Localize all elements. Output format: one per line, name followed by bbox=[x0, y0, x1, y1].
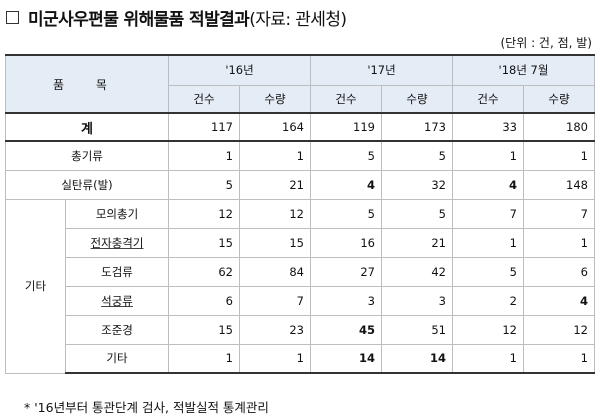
header-row-periods: 품 목 '16년 '17년 '18년 7월 bbox=[5, 54, 595, 114]
total-label: 계 bbox=[5, 112, 169, 142]
table-cell: 21 bbox=[381, 227, 453, 258]
header-quantity: 수량 bbox=[523, 84, 595, 114]
table-cell: 119 bbox=[310, 112, 382, 142]
table-cell: 7 bbox=[523, 198, 595, 229]
row-label: 모의총기 bbox=[65, 198, 169, 229]
table-cell: 148 bbox=[523, 169, 595, 200]
table-cell: 12 bbox=[523, 314, 595, 345]
row-label: 기타 bbox=[65, 343, 169, 374]
table-cell: 1 bbox=[168, 343, 240, 374]
table-cell: 1 bbox=[452, 227, 524, 258]
table-cell: 1 bbox=[523, 227, 595, 258]
table-cell: 16 bbox=[310, 227, 382, 258]
table-cell: 14 bbox=[381, 343, 453, 374]
header-period-2017: '17년 bbox=[310, 54, 453, 86]
total-row: 계 117 164 119 173 33 180 bbox=[5, 112, 595, 142]
table-cell: 1 bbox=[239, 343, 311, 374]
table-cell: 12 bbox=[239, 198, 311, 229]
table-cell: 12 bbox=[168, 198, 240, 229]
table-cell: 7 bbox=[239, 285, 311, 316]
row-label: 석궁류 bbox=[65, 285, 169, 316]
table-cell: 4 bbox=[452, 169, 524, 200]
table-cell: 23 bbox=[239, 314, 311, 345]
unit-label: (단위 : 건, 점, 발) bbox=[500, 36, 593, 50]
table-cell: 15 bbox=[239, 227, 311, 258]
header-row-measures: 건수 수량 건수 수량 건수 수량 bbox=[6, 84, 595, 114]
table-cell: 3 bbox=[310, 285, 382, 316]
table-row: 전자충격기 15 15 16 21 1 1 bbox=[6, 227, 595, 258]
table-cell: 4 bbox=[523, 285, 595, 316]
table-cell: 5 bbox=[381, 140, 453, 171]
header-cases: 건수 bbox=[452, 84, 524, 114]
table-cell: 164 bbox=[239, 112, 311, 142]
table-cell: 1 bbox=[452, 343, 524, 374]
table-cell: 5 bbox=[381, 198, 453, 229]
table-cell: 5 bbox=[310, 198, 382, 229]
table-cell: 1 bbox=[239, 140, 311, 171]
table-cell: 15 bbox=[168, 227, 240, 258]
table-cell: 14 bbox=[310, 343, 382, 374]
table-cell: 33 bbox=[452, 112, 524, 142]
table-cell: 15 bbox=[168, 314, 240, 345]
header-period-2016: '16년 bbox=[168, 54, 311, 86]
table-cell: 5 bbox=[452, 256, 524, 287]
row-label: 실탄류(발) bbox=[5, 169, 169, 200]
seizure-table: 품 목 '16년 '17년 '18년 7월 건수 수량 건수 수량 건수 수량 … bbox=[5, 54, 595, 374]
header-cases: 건수 bbox=[310, 84, 382, 114]
table-cell: 1 bbox=[523, 343, 595, 374]
table-row: 총기류 1 1 5 5 1 1 bbox=[5, 140, 595, 171]
row-label: 도검류 bbox=[65, 256, 169, 287]
table-cell: 21 bbox=[239, 169, 311, 200]
table-cell: 1 bbox=[168, 140, 240, 171]
table-cell: 51 bbox=[381, 314, 453, 345]
header-quantity: 수량 bbox=[239, 84, 311, 114]
header-period-2018: '18년 7월 bbox=[452, 54, 595, 86]
row-label: 전자충격기 bbox=[65, 227, 169, 258]
footnote: * '16년부터 통관단계 검사, 적발실적 통계관리 bbox=[24, 400, 269, 415]
title-source: (자료: 관세청) bbox=[249, 9, 347, 30]
table-row: 도검류 62 84 27 42 5 6 bbox=[6, 256, 595, 287]
category-other-label: 기타 bbox=[5, 198, 66, 374]
table-row: 석궁류 6 7 3 3 2 4 bbox=[6, 285, 595, 316]
table-cell: 5 bbox=[168, 169, 240, 200]
table-cell: 1 bbox=[452, 140, 524, 171]
table-cell: 173 bbox=[381, 112, 453, 142]
row-label: 조준경 bbox=[65, 314, 169, 345]
checkbox-square-icon bbox=[6, 10, 19, 24]
table-cell: 84 bbox=[239, 256, 311, 287]
table-cell: 45 bbox=[310, 314, 382, 345]
table-cell: 42 bbox=[381, 256, 453, 287]
table-cell: 32 bbox=[381, 169, 453, 200]
table-cell: 7 bbox=[452, 198, 524, 229]
table-row: 실탄류(발) 5 21 4 32 4 148 bbox=[5, 169, 595, 200]
table-cell: 6 bbox=[168, 285, 240, 316]
header-item: 품 목 bbox=[5, 54, 169, 114]
row-label: 총기류 bbox=[5, 140, 169, 171]
table-cell: 5 bbox=[310, 140, 382, 171]
table-row: 조준경 15 23 45 51 12 12 bbox=[6, 314, 595, 345]
table-cell: 62 bbox=[168, 256, 240, 287]
table-row: 기타 1 1 14 14 1 1 bbox=[6, 343, 595, 374]
table-cell: 4 bbox=[310, 169, 382, 200]
document-title: 미군사우편물 위해물품 적발결과 (자료: 관세청) bbox=[6, 4, 596, 30]
table-cell: 2 bbox=[452, 285, 524, 316]
table-cell: 6 bbox=[523, 256, 595, 287]
table-cell: 180 bbox=[523, 112, 595, 142]
table-cell: 1 bbox=[523, 140, 595, 171]
table-cell: 27 bbox=[310, 256, 382, 287]
title-main: 미군사우편물 위해물품 적발결과 bbox=[28, 9, 250, 30]
header-quantity: 수량 bbox=[381, 84, 453, 114]
table-row: 기타 모의총기 12 12 5 5 7 7 bbox=[5, 198, 595, 374]
table-cell: 3 bbox=[381, 285, 453, 316]
table-cell: 12 bbox=[452, 314, 524, 345]
header-cases: 건수 bbox=[168, 84, 240, 114]
table-cell: 117 bbox=[168, 112, 240, 142]
